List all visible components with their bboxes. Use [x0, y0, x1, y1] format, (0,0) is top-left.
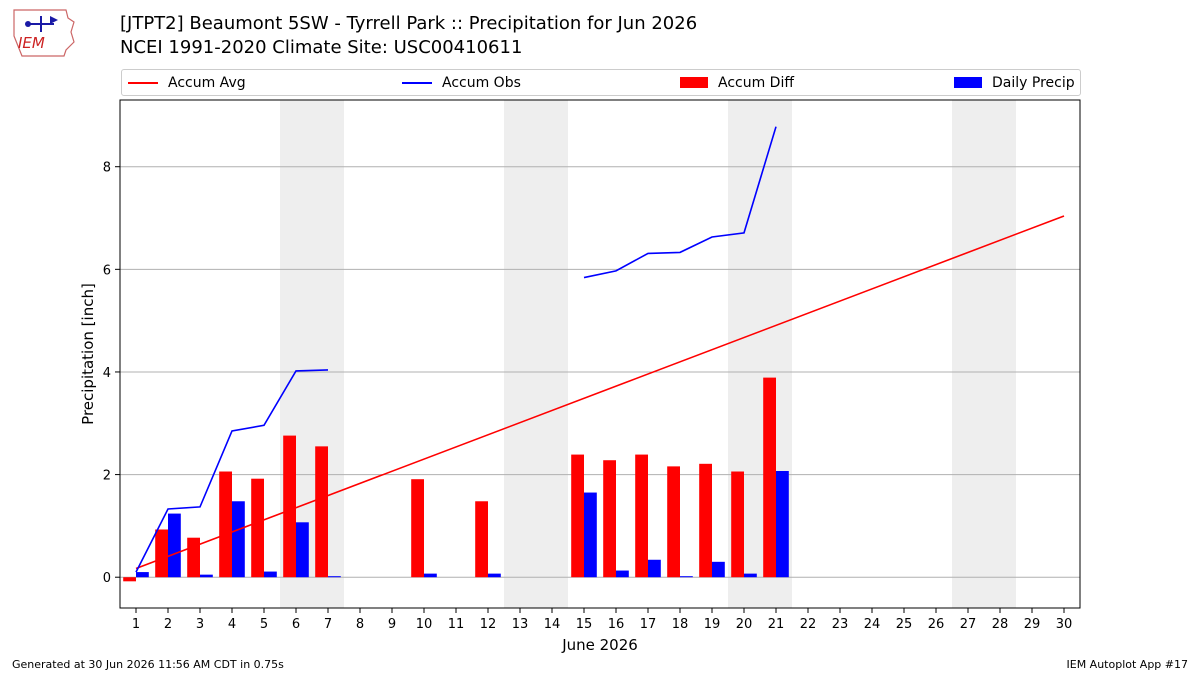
- y-tick-label-0: 0: [103, 571, 111, 586]
- app-credit: IEM Autoplot App #17: [1066, 658, 1189, 671]
- x-tick-label-18: 18: [672, 617, 689, 632]
- legend-item-daily-precip: Daily Precip: [954, 70, 1075, 95]
- y-tick-label-8: 8: [103, 161, 111, 176]
- weekend-band-3: [952, 100, 1016, 608]
- legend-label-accum-obs: Accum Obs: [442, 74, 521, 91]
- y-tick-label-2: 2: [103, 469, 111, 484]
- legend-swatch-accum-obs: [402, 81, 432, 84]
- legend-swatch-daily-precip: [954, 77, 982, 88]
- diff-bar-day-18: [667, 466, 680, 578]
- x-tick-label-21: 21: [768, 617, 785, 632]
- y-tick-label-6: 6: [103, 263, 111, 278]
- accum-avg-line: [135, 215, 1065, 570]
- x-tick-label-14: 14: [544, 617, 561, 632]
- legend-swatch-accum-diff: [680, 77, 708, 88]
- x-tick-label-8: 8: [356, 617, 364, 632]
- x-tick-label-6: 6: [292, 617, 300, 632]
- daily-bar-day-12: [488, 573, 501, 578]
- x-tick-label-29: 29: [1024, 617, 1041, 632]
- x-tick-label-20: 20: [736, 617, 753, 632]
- x-tick-label-4: 4: [228, 617, 236, 632]
- legend-label-accum-diff: Accum Diff: [718, 74, 795, 91]
- y-tick-label-4: 4: [103, 366, 111, 381]
- daily-bar-day-20: [744, 573, 757, 578]
- daily-bar-day-2: [168, 513, 181, 578]
- diff-bar-day-19: [699, 463, 712, 578]
- x-tick-label-9: 9: [388, 617, 396, 632]
- legend-label-accum-avg: Accum Avg: [168, 74, 246, 91]
- diff-bar-day-7: [315, 446, 328, 578]
- daily-bar-day-4: [232, 501, 245, 578]
- x-tick-label-10: 10: [416, 617, 433, 632]
- x-tick-label-23: 23: [832, 617, 849, 632]
- legend-label-daily-precip: Daily Precip: [992, 74, 1075, 91]
- diff-bar-day-21: [763, 377, 776, 578]
- daily-bar-day-16: [616, 570, 629, 578]
- x-tick-label-16: 16: [608, 617, 625, 632]
- diff-bar-day-5: [251, 478, 264, 578]
- diff-bar-day-16: [603, 460, 616, 578]
- daily-bar-day-7: [328, 576, 341, 578]
- logo-text: IEM: [18, 34, 45, 52]
- x-tick-label-13: 13: [512, 617, 529, 632]
- weekend-band-1: [504, 100, 568, 608]
- x-tick-label-17: 17: [640, 617, 657, 632]
- diff-bar-day-4: [219, 471, 232, 578]
- diff-bar-day-6: [283, 435, 296, 578]
- diff-bar-day-2: [155, 529, 168, 578]
- x-tick-label-25: 25: [896, 617, 913, 632]
- x-tick-label-24: 24: [864, 617, 881, 632]
- x-tick-label-2: 2: [164, 617, 172, 632]
- legend-swatch-accum-avg: [128, 81, 158, 84]
- daily-bar-day-17: [648, 559, 661, 578]
- x-tick-label-15: 15: [576, 617, 593, 632]
- x-axis-label: June 2026: [561, 636, 638, 654]
- generated-timestamp: Generated at 30 Jun 2026 11:56 AM CDT in…: [12, 658, 284, 671]
- legend-item-accum-diff: Accum Diff: [680, 70, 794, 95]
- diff-bar-day-17: [635, 454, 648, 578]
- diff-bar-day-3: [187, 537, 200, 578]
- iem-logo: IEM: [13, 9, 75, 57]
- chart-legend: Accum Avg Accum Obs Accum Diff Daily Pre…: [121, 69, 1081, 96]
- x-tick-label-30: 30: [1056, 617, 1073, 632]
- daily-bar-day-10: [424, 573, 437, 578]
- diff-bar-day-12: [475, 501, 488, 578]
- daily-bar-day-19: [712, 561, 725, 578]
- daily-bar-day-18: [680, 576, 693, 578]
- x-tick-label-27: 27: [960, 617, 977, 632]
- x-tick-label-19: 19: [704, 617, 721, 632]
- diff-bar-day-10: [411, 479, 424, 578]
- daily-bar-day-5: [264, 571, 277, 578]
- y-axis-label: Precipitation [inch]: [79, 283, 97, 425]
- x-tick-label-1: 1: [132, 617, 140, 632]
- x-tick-label-26: 26: [928, 617, 945, 632]
- chart-subtitle: NCEI 1991-2020 Climate Site: USC00410611: [120, 37, 523, 58]
- daily-bar-day-3: [200, 574, 213, 578]
- x-tick-label-5: 5: [260, 617, 268, 632]
- diff-bar-day-20: [731, 471, 744, 578]
- diff-bar-day-1: [123, 577, 136, 582]
- x-tick-label-28: 28: [992, 617, 1009, 632]
- daily-bar-day-15: [584, 492, 597, 578]
- daily-bar-day-21: [776, 470, 789, 578]
- x-tick-label-3: 3: [196, 617, 204, 632]
- daily-bar-day-1: [136, 572, 149, 578]
- x-tick-label-7: 7: [324, 617, 332, 632]
- plot-frame: [119, 99, 1081, 609]
- daily-bar-day-6: [296, 522, 309, 578]
- legend-item-accum-obs: Accum Obs: [402, 70, 521, 95]
- chart-title: [JTPT2] Beaumont 5SW - Tyrrell Park :: P…: [120, 13, 698, 34]
- diff-bar-day-15: [571, 454, 584, 578]
- legend-item-accum-avg: Accum Avg: [128, 70, 246, 95]
- accum-obs-line-1: [583, 126, 777, 279]
- x-tick-label-12: 12: [480, 617, 497, 632]
- accum-obs-line-0: [135, 369, 329, 573]
- x-tick-label-22: 22: [800, 617, 817, 632]
- x-tick-label-11: 11: [448, 617, 465, 632]
